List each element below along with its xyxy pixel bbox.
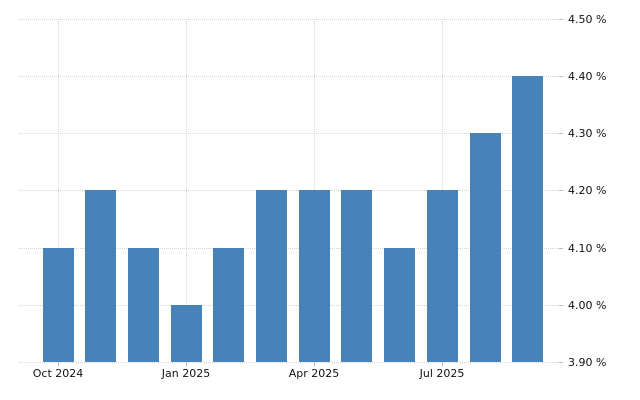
bar-dec-2024[interactable] xyxy=(128,248,159,362)
h-gridline xyxy=(19,305,563,306)
h-gridline xyxy=(19,19,563,20)
y-tick-mark xyxy=(559,133,563,134)
bar-apr-2025[interactable] xyxy=(299,190,330,362)
y-tick-mark xyxy=(559,248,563,249)
y-tick-mark xyxy=(559,362,563,363)
y-tick-label: 4.50 % xyxy=(568,13,607,26)
y-tick-label: 4.10 % xyxy=(568,242,607,255)
h-gridline xyxy=(19,248,563,249)
y-tick-label: 3.90 % xyxy=(568,356,607,369)
bar-jun-2025[interactable] xyxy=(384,248,415,362)
bar-jul-2025[interactable] xyxy=(427,190,458,362)
x-tick-mark xyxy=(314,362,315,366)
y-tick-label: 4.30 % xyxy=(568,127,607,140)
x-tick-mark xyxy=(58,362,59,366)
y-tick-mark xyxy=(559,19,563,20)
h-gridline xyxy=(19,76,563,77)
x-tick-mark xyxy=(186,362,187,366)
bar-jan-2025[interactable] xyxy=(171,305,202,362)
y-tick-label: 4.00 % xyxy=(568,299,607,312)
x-tick-label: Apr 2025 xyxy=(288,367,340,380)
h-gridline xyxy=(19,190,563,191)
v-gridline xyxy=(58,19,59,362)
x-axis-line xyxy=(19,362,563,363)
bar-mar-2025[interactable] xyxy=(256,190,287,362)
bar-nov-2024[interactable] xyxy=(85,190,116,362)
x-tick-mark xyxy=(442,362,443,366)
bar-may-2025[interactable] xyxy=(341,190,372,362)
bar-sep-2025[interactable] xyxy=(512,76,543,362)
y-tick-label: 4.40 % xyxy=(568,70,607,83)
bar-feb-2025[interactable] xyxy=(213,248,244,362)
bar-aug-2025[interactable] xyxy=(470,133,501,362)
x-tick-label: Jul 2025 xyxy=(419,367,465,380)
v-gridline xyxy=(186,19,187,362)
x-tick-label: Jan 2025 xyxy=(161,367,211,380)
y-tick-mark xyxy=(559,190,563,191)
x-tick-label: Oct 2024 xyxy=(32,367,84,380)
y-tick-mark xyxy=(559,76,563,77)
h-gridline xyxy=(19,133,563,134)
y-tick-mark xyxy=(559,305,563,306)
bar-oct-2024[interactable] xyxy=(43,248,74,362)
y-tick-label: 4.20 % xyxy=(568,184,607,197)
